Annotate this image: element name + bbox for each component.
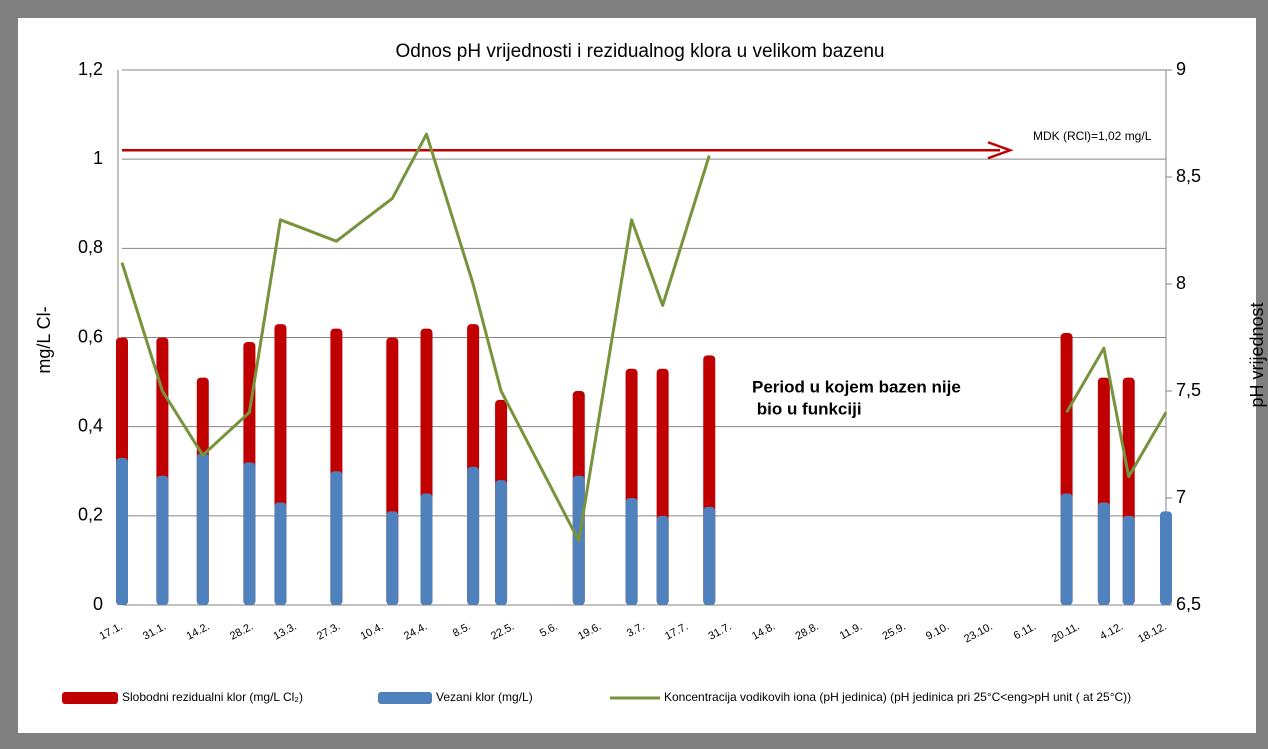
bar (420, 493, 433, 605)
period-note: bio u funkciji (752, 399, 862, 418)
period-note: Period u kojem bazen nije (752, 377, 961, 396)
bar (243, 462, 256, 605)
y2-tick-label: 8 (1176, 273, 1186, 293)
ph-line (120, 132, 1168, 543)
y2-tick-label: 7,5 (1176, 380, 1201, 400)
y2-tick-label: 9 (1176, 59, 1186, 79)
bar (625, 498, 638, 605)
bar (196, 453, 209, 605)
legend-label: Vezani klor (mg/L) (436, 690, 533, 704)
y2-axis-label: pH vrijednost (1247, 302, 1267, 407)
bar (386, 511, 399, 605)
bar (274, 502, 287, 605)
mdk-arrowhead (987, 141, 1014, 160)
bar (656, 515, 669, 605)
y-axis-label: mg/L Cl- (34, 306, 54, 373)
bar (116, 457, 128, 605)
bar (1160, 511, 1172, 605)
bar (703, 506, 716, 605)
legend-label: Koncentracija vodikovih iona (pH jedinic… (664, 690, 1131, 704)
y-tick-label: 1 (93, 148, 103, 168)
y-tick-label: 0,2 (78, 505, 103, 525)
y-tick-label: 0,6 (78, 326, 103, 346)
y-tick-label: 0,4 (78, 415, 103, 435)
legend-swatch (62, 692, 118, 704)
bar (1122, 515, 1135, 605)
bar (467, 466, 480, 605)
y2-tick-label: 6,5 (1176, 594, 1201, 614)
mdk-label: MDK (RCl)=1,02 mg/L (1033, 129, 1152, 143)
y-tick-label: 0,8 (78, 237, 103, 257)
y-tick-label: 0 (93, 594, 103, 614)
bar (1097, 502, 1110, 605)
legend-swatch (378, 692, 432, 704)
legend-label: Slobodni rezidualni klor (mg/L Cl₂) (122, 690, 303, 704)
chart-title: Odnos pH vrijednosti i rezidualnog klora… (396, 41, 885, 62)
y-tick-label: 1,2 (78, 59, 103, 79)
bar (156, 475, 169, 605)
y2-tick-label: 7 (1176, 487, 1186, 507)
bar (330, 471, 343, 605)
bar (495, 480, 508, 605)
y2-tick-label: 8,5 (1176, 166, 1201, 186)
bar (1060, 493, 1073, 605)
